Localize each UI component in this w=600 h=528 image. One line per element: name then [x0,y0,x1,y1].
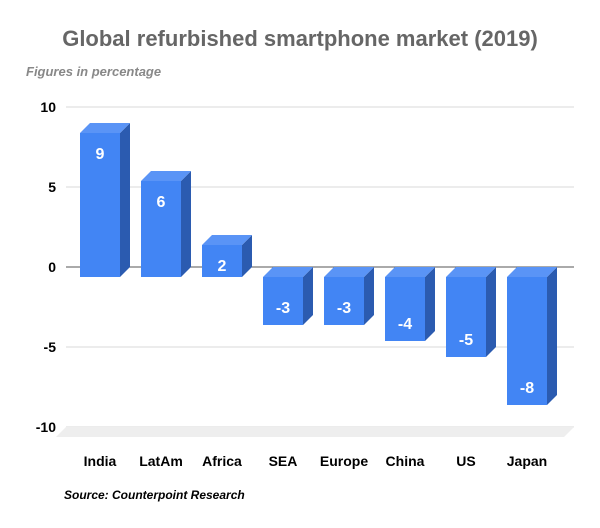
x-category-label: SEA [269,453,298,469]
bars: 9 6 2 -3 -3 -4 -5 -8 [80,123,557,405]
bar-front [202,245,242,277]
bar-side [364,267,374,325]
bar: 2 [202,235,252,277]
chart-source: Source: Counterpoint Research [64,488,245,502]
y-tick-label: 10 [40,99,56,115]
y-tick-label: 0 [48,259,56,275]
bar-top [263,267,313,277]
bar: 6 [141,171,191,277]
bar-front [507,277,547,405]
bar-side [242,235,252,277]
bar-side [181,171,191,277]
x-category-label: China [386,453,425,469]
bar-side [425,267,435,341]
bar-top [80,123,130,133]
bar-front [80,133,120,277]
data-label: 9 [96,146,105,163]
x-category-label: Africa [202,453,242,469]
data-label: -4 [398,316,412,333]
bar: 9 [80,123,130,277]
bar-front [446,277,486,357]
bar: -3 [263,267,313,325]
y-tick-label: -5 [44,339,57,355]
bar: -5 [446,267,496,357]
x-category-label: Europe [320,453,368,469]
data-label: 2 [218,258,227,275]
chart-floor [56,427,574,437]
bar-top [507,267,557,277]
bar-front [141,181,181,277]
x-category-label: US [456,453,475,469]
y-tick-label: 5 [48,179,56,195]
x-category-label: LatAm [139,453,183,469]
y-axis-ticks: 10 5 0 -5 -10 [36,99,56,435]
x-category-label: Japan [507,453,547,469]
data-label: -8 [520,380,534,397]
bar-top [141,171,191,181]
bar-front [263,277,303,325]
bar: -8 [507,267,557,405]
bar-front [324,277,364,325]
bar-side [120,123,130,277]
bar-side [486,267,496,357]
chart-title: Global refurbished smartphone market (20… [62,26,538,51]
bar-top [446,267,496,277]
data-label: -3 [276,300,290,317]
bar-side [303,267,313,325]
chart-subtitle: Figures in percentage [26,64,162,79]
x-category-label: India [84,453,117,469]
data-label: -5 [459,332,473,349]
floor-plane [56,427,574,437]
data-label: 6 [157,194,166,211]
data-label: -3 [337,300,351,317]
y-tick-label: -10 [36,419,56,435]
x-axis-categories: India LatAm Africa SEA Europe China US Japan [84,453,548,469]
bar-top [324,267,374,277]
bar-side [547,267,557,405]
bar: -3 [324,267,374,325]
bar-top [385,267,435,277]
bar-top [202,235,252,245]
bar: -4 [385,267,435,341]
bar-front [385,277,425,341]
